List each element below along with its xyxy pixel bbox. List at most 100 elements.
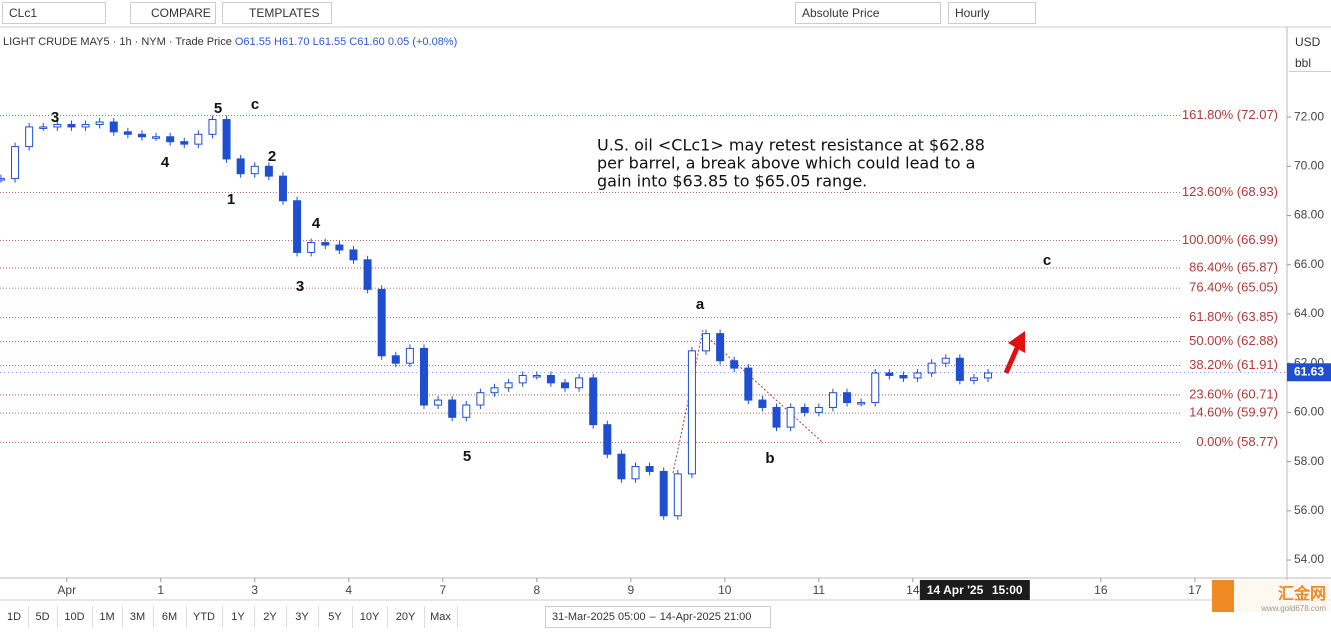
candle bbox=[81, 123, 90, 128]
interval-select[interactable]: Hourly bbox=[948, 2, 1036, 24]
date-to: 14-Apr-2025 21:00 bbox=[659, 611, 752, 623]
candle bbox=[673, 473, 682, 517]
candle bbox=[546, 374, 555, 384]
candle bbox=[800, 406, 809, 413]
range-button[interactable]: 1Y bbox=[222, 606, 255, 628]
range-button[interactable]: 3M bbox=[122, 606, 154, 628]
candle bbox=[95, 121, 104, 125]
candle bbox=[843, 392, 852, 404]
unit: bbl bbox=[1295, 55, 1312, 70]
price-mode-select[interactable]: Absolute Price bbox=[795, 2, 941, 24]
candle bbox=[730, 360, 739, 369]
candle bbox=[927, 362, 936, 374]
low: L61.55 bbox=[312, 36, 347, 48]
watermark-url: www.gold678.com bbox=[1261, 603, 1326, 613]
range-button[interactable]: YTD bbox=[186, 606, 223, 628]
candle bbox=[871, 372, 880, 404]
range-button[interactable]: 6M bbox=[153, 606, 187, 628]
wave-label: 1 bbox=[227, 191, 235, 208]
fib-label: 86.40% (65.87) bbox=[1189, 259, 1278, 274]
candle bbox=[885, 372, 894, 376]
candle bbox=[335, 244, 344, 251]
watermark-name: 汇金网 bbox=[1277, 585, 1326, 603]
range-button[interactable]: 5D bbox=[28, 606, 58, 628]
fib-label: 50.00% (62.88) bbox=[1189, 333, 1278, 348]
candle bbox=[984, 372, 993, 379]
wave-label: 5 bbox=[463, 448, 471, 465]
wave-label: 2 bbox=[268, 148, 276, 165]
candle bbox=[419, 347, 428, 406]
range-button[interactable]: 10Y bbox=[352, 606, 388, 628]
x-tick-label: 17 bbox=[1188, 583, 1202, 597]
y-tick-label: 66.00 bbox=[1294, 257, 1324, 271]
commentary: U.S. oil <CLc1> may retest resistance at… bbox=[597, 136, 985, 155]
candle bbox=[659, 470, 668, 517]
range-button[interactable]: 3Y bbox=[286, 606, 319, 628]
wave-label: c bbox=[251, 96, 259, 113]
range-button[interactable]: 5Y bbox=[318, 606, 353, 628]
fib-label: 38.20% (61.91) bbox=[1189, 357, 1278, 372]
wave-label: 5 bbox=[214, 100, 222, 117]
candle bbox=[448, 399, 457, 418]
x-tick-label: 3 bbox=[251, 583, 258, 597]
candle bbox=[166, 136, 175, 143]
candle bbox=[575, 377, 584, 389]
separator: – bbox=[649, 611, 656, 623]
candle bbox=[377, 288, 386, 357]
range-button[interactable]: 2Y bbox=[254, 606, 287, 628]
candle bbox=[617, 453, 626, 480]
range-button[interactable]: 10D bbox=[57, 606, 93, 628]
candle bbox=[264, 165, 273, 177]
x-tick-label: 10 bbox=[718, 583, 732, 597]
instrument: LIGHT CRUDE MAY5 · 1h · NYM · Trade Pric… bbox=[3, 36, 232, 48]
candle bbox=[391, 355, 400, 364]
date-range[interactable]: 31-Mar-2025 05:00–14-Apr-2025 21:00 bbox=[545, 606, 771, 628]
currency: USD bbox=[1295, 35, 1321, 49]
wave-label: 3 bbox=[51, 109, 59, 126]
candle bbox=[53, 123, 62, 128]
candle bbox=[137, 133, 146, 138]
candle bbox=[631, 466, 640, 480]
range-button[interactable]: Max bbox=[424, 606, 458, 628]
candle bbox=[462, 404, 471, 418]
candle bbox=[561, 382, 570, 389]
candle bbox=[208, 119, 217, 135]
candle bbox=[532, 374, 541, 378]
candle bbox=[67, 123, 76, 128]
candle bbox=[250, 165, 259, 175]
candle bbox=[109, 121, 118, 133]
y-tick-label: 64.00 bbox=[1294, 306, 1324, 320]
candle bbox=[405, 347, 414, 364]
range-button[interactable]: 1M bbox=[92, 606, 123, 628]
y-tick-label: 68.00 bbox=[1294, 208, 1324, 222]
wave-label: 4 bbox=[312, 215, 321, 232]
range-button[interactable]: 20Y bbox=[387, 606, 425, 628]
candle bbox=[899, 374, 908, 379]
fib-label: 76.40% (65.05) bbox=[1189, 280, 1278, 295]
wave-label: 4 bbox=[161, 154, 170, 171]
y-tick-label: 72.00 bbox=[1294, 109, 1324, 123]
candle bbox=[955, 357, 964, 381]
templates-button[interactable]: TEMPLATES bbox=[222, 2, 332, 24]
candle bbox=[716, 333, 725, 362]
candle bbox=[25, 126, 34, 148]
symbol-input[interactable]: CLc1 bbox=[2, 2, 106, 24]
unit-select[interactable]: bbl bbox=[1289, 54, 1331, 72]
candle bbox=[518, 374, 527, 384]
watermark: 汇金网 www.gold678.com bbox=[1212, 580, 1330, 613]
trend-line bbox=[672, 329, 704, 474]
compare: COMPARE bbox=[151, 6, 211, 20]
compare-button[interactable]: COMPARE bbox=[130, 2, 216, 24]
candle bbox=[236, 158, 245, 175]
fib-label: 14.60% (59.97) bbox=[1189, 405, 1278, 420]
candle bbox=[11, 146, 20, 180]
x-tick-label: 1 bbox=[157, 583, 164, 597]
range-button[interactable]: 1D bbox=[0, 606, 29, 628]
candle bbox=[814, 406, 823, 413]
currency-select[interactable]: USD bbox=[1289, 32, 1331, 52]
templates: TEMPLATES bbox=[249, 6, 320, 20]
candle bbox=[645, 466, 654, 472]
change: 0.05 (+0.08%) bbox=[387, 36, 458, 48]
